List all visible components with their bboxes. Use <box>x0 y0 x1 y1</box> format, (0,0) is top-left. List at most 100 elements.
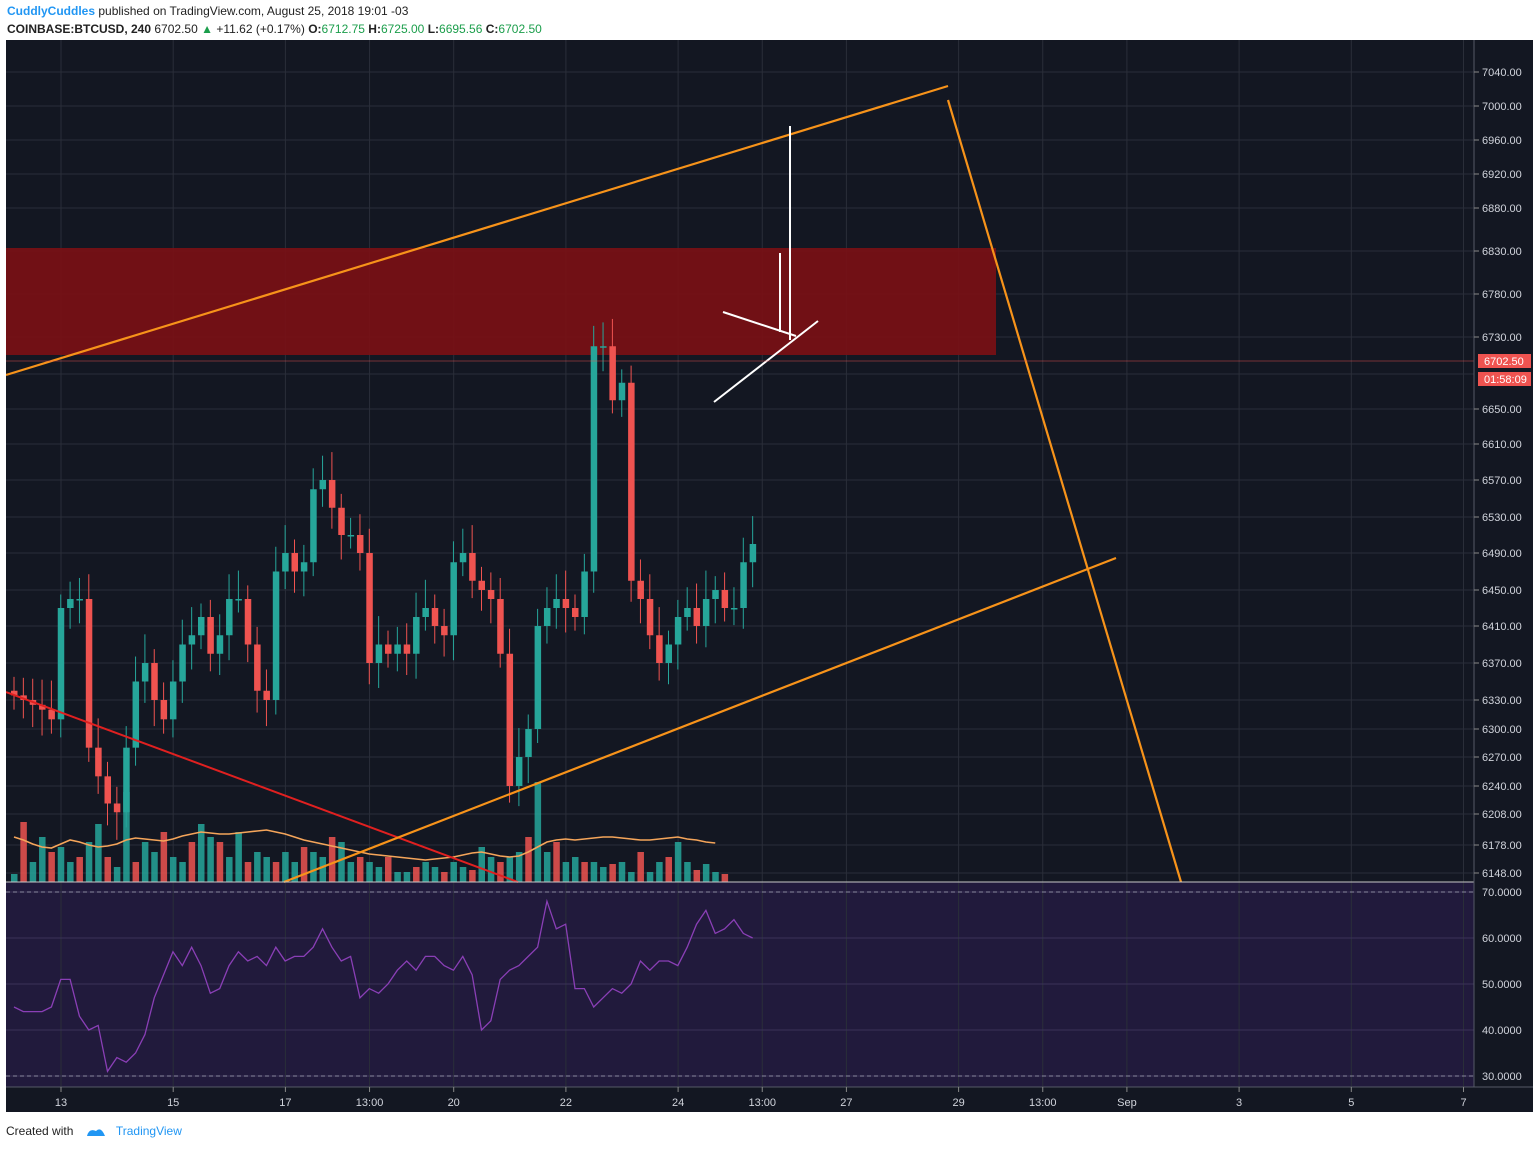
volume-bar <box>76 857 83 882</box>
volume-bar <box>562 862 570 882</box>
candle-body <box>543 608 551 626</box>
volume-bar <box>113 867 121 882</box>
candle-body <box>609 346 616 401</box>
candle-body <box>413 617 420 654</box>
candle-body <box>403 644 411 654</box>
candle-body <box>450 562 457 636</box>
volume-bar <box>179 862 186 882</box>
time-tick-label: 29 <box>952 1097 964 1109</box>
volume-bar <box>487 857 495 882</box>
last-price-tag <box>1478 354 1531 368</box>
candle-body <box>656 635 663 663</box>
candle-body <box>272 571 280 700</box>
candle-body <box>740 562 747 608</box>
symbol-info: COINBASE:BTCUSD, 240 6702.50 ▲ +11.62 (+… <box>7 22 542 37</box>
price-tick-label: 6410.00 <box>1482 621 1522 633</box>
close-label: C: <box>485 22 499 36</box>
volume-bar <box>618 862 626 882</box>
candle-body <box>553 599 560 608</box>
time-tick-label: 15 <box>167 1097 179 1109</box>
volume-bar <box>319 857 327 882</box>
volume-bar <box>712 872 719 882</box>
tradingview-link[interactable]: TradingView <box>115 1124 182 1138</box>
volume-bar <box>693 870 701 882</box>
triangle-top-line <box>722 311 797 337</box>
volume-bar <box>151 852 158 882</box>
candle-body <box>11 690 18 696</box>
candle-body <box>48 709 55 720</box>
volume-bar <box>413 867 420 882</box>
volume-bar <box>665 857 672 882</box>
candle-body <box>534 626 542 729</box>
candle-body <box>581 571 588 617</box>
volume-bar <box>469 870 476 882</box>
volume-bar <box>375 867 383 882</box>
time-tick-label: 5 <box>1348 1097 1354 1109</box>
resistance-zone <box>6 248 996 355</box>
candles <box>11 318 757 840</box>
candle-body <box>95 747 102 777</box>
volume-bar <box>356 857 364 882</box>
candle-body <box>282 553 289 572</box>
volume-bar <box>600 867 607 882</box>
volume-bar <box>141 842 149 882</box>
volume-bar <box>310 852 317 882</box>
price-tick-label: 6530.00 <box>1482 512 1522 524</box>
candle-body <box>646 599 654 636</box>
volume-bar <box>39 837 46 882</box>
candle-body <box>319 480 327 490</box>
candle-body <box>684 608 691 617</box>
volume-bar <box>57 847 65 882</box>
volume-bar <box>628 872 635 882</box>
price-tick-label: 6208.00 <box>1482 809 1522 821</box>
volume-bar <box>515 852 523 882</box>
candle-body <box>226 599 233 636</box>
volume-bar <box>543 852 551 882</box>
candle-body <box>618 382 626 401</box>
candle-body <box>487 590 495 599</box>
candle-body <box>338 507 345 535</box>
candle-body <box>497 599 504 654</box>
price-tick-label: 6960.00 <box>1482 135 1522 147</box>
volume-bar <box>20 822 27 882</box>
volume-bar <box>553 842 560 882</box>
volume-bar <box>104 857 111 882</box>
candle-body <box>76 599 83 601</box>
volume-bar <box>207 837 214 882</box>
candle-body <box>600 346 607 348</box>
rsi-line <box>13 898 753 1074</box>
candle-body <box>637 580 644 599</box>
volume-bars <box>11 782 729 882</box>
volume-bar <box>441 872 448 882</box>
volume-bar <box>338 842 345 882</box>
time-tick-label: Sep <box>1117 1097 1137 1109</box>
candle-body <box>515 757 523 786</box>
candle-body <box>590 346 598 572</box>
candle-body <box>57 608 65 720</box>
price-tick-label: 6880.00 <box>1482 203 1522 215</box>
created-with-text: Created with <box>6 1124 74 1138</box>
candle-body <box>506 653 514 786</box>
rsi-tick-label: 50.0000 <box>1482 979 1522 991</box>
candle-body <box>328 480 336 508</box>
candle-body <box>85 599 93 748</box>
candle-body <box>459 553 467 563</box>
volume-bar <box>581 862 588 882</box>
price-chart[interactable]: 7040.00 7000.00 6960.00 6920.00 6880.00 6830.… <box>6 40 1533 1112</box>
candle-body <box>366 553 373 663</box>
volume-bar <box>291 862 298 882</box>
candle-body <box>160 700 168 720</box>
candle-body <box>235 599 242 601</box>
candle-body <box>525 729 532 757</box>
candle-body <box>712 590 719 599</box>
time-axis: 13 15 17 13:00 20 22 24 13:00 27 29 13:00 Sep 3 5 7 <box>55 1087 1467 1109</box>
candle-body <box>394 644 401 654</box>
volume-bar <box>525 837 532 882</box>
candle-body <box>478 580 485 590</box>
author-link[interactable]: CuddlyCuddles <box>7 4 96 18</box>
time-tick-label: 24 <box>672 1097 684 1109</box>
volume-bar <box>497 862 504 882</box>
candle-body <box>347 535 355 537</box>
volume-bar <box>244 862 252 882</box>
candle-body <box>310 489 317 563</box>
